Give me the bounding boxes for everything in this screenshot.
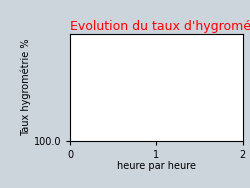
X-axis label: heure par heure: heure par heure [117, 161, 196, 171]
Y-axis label: Taux hygrométrie %: Taux hygrométrie % [20, 39, 31, 136]
Text: Evolution du taux d'hygrométrie: Evolution du taux d'hygrométrie [70, 20, 250, 33]
